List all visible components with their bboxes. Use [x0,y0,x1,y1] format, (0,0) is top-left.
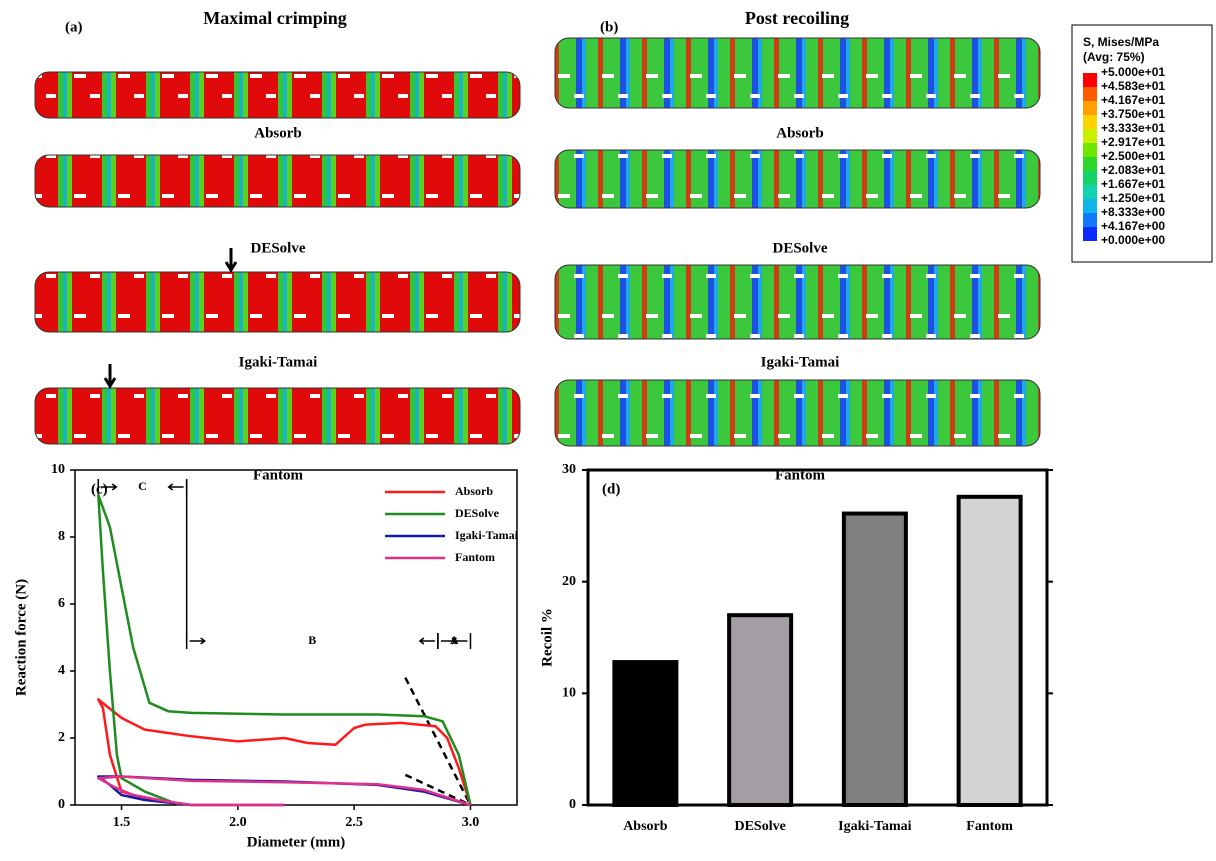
y-axis-label: Reaction force (N) [13,579,29,696]
colorbar-swatch [1083,227,1097,241]
colorbar-label: +2.083e+01 [1101,163,1165,177]
colorbar-swatch [1083,157,1097,171]
stent-label: Fantom [253,467,304,483]
stent-label: Igaki-Tamai [761,354,840,370]
colorbar-swatch [1083,199,1097,213]
stent-image [34,271,521,333]
bar [612,660,679,807]
colorbar-label: +0.000e+00 [1101,233,1165,247]
stent-image [34,387,521,445]
colorbar-swatch [1083,185,1097,199]
colorbar-swatch [1083,87,1097,101]
colorbar-label: +2.500e+01 [1101,149,1165,163]
x-tick-label: 1.5 [113,815,131,830]
colorbar-title: S, Mises/MPa [1083,35,1159,49]
stent-image [554,264,1041,340]
x-tick-label: Absorb [623,819,668,834]
region-label: B [308,633,316,647]
arrow [103,364,117,389]
y-tick-label: 6 [58,596,65,611]
colorbar-label: +2.917e+01 [1101,135,1165,149]
x-axis-label: Diameter (mm) [247,834,345,850]
stent-image [554,149,1041,209]
region-arrow [189,637,206,645]
region-arrow [418,637,435,645]
line-series [97,493,472,807]
legend-label: Absorb [455,484,493,498]
line-series [97,698,472,807]
stent-image [554,379,1041,447]
colorbar-swatch [1083,101,1097,115]
y-tick-label: 10 [51,462,65,477]
panel-label: (d) [602,481,620,497]
colorbar-swatch [1083,129,1097,143]
stent-image [34,71,521,119]
y-tick-label: 0 [569,797,576,812]
plot-frame [74,469,518,806]
stents [34,37,1041,447]
stent-label: Absorb [254,125,302,141]
region-arrow [101,483,118,491]
panel-title: Maximal crimping [203,8,346,28]
colorbar-label: +4.583e+01 [1101,79,1165,93]
panel-title: Post recoiling [745,8,849,28]
colorbar-label: +5.000e+01 [1101,65,1165,79]
x-tick-label: DESolve [734,819,785,834]
y-tick-label: 2 [58,730,65,745]
stent-image [34,154,521,208]
region-arrow [167,483,184,491]
colorbar-label: +4.167e+01 [1101,93,1165,107]
panel-label: (b) [600,19,618,35]
bar [841,511,908,807]
panel-label: (a) [65,19,83,35]
panel-label: (c) [91,481,108,497]
line-series [97,775,471,807]
colorbar-swatch [1083,213,1097,227]
y-tick-label: 8 [58,529,65,544]
reference-line [404,677,472,806]
colorbar-swatch [1083,115,1097,129]
x-tick-label: 2.5 [345,815,363,830]
legend-label: Fantom [455,550,495,564]
legend-label: Igaki-Tamai [455,528,519,542]
stent-image [554,37,1041,109]
x-tick-label: 3.0 [462,815,480,830]
y-tick-label: 0 [58,797,65,812]
y-axis-label: Recoil % [539,608,555,667]
y-tick-label: 20 [562,574,576,589]
legend-label: DESolve [455,506,500,520]
region-label: C [138,479,147,493]
bar [727,613,794,808]
y-tick-label: 30 [562,462,576,477]
colorbar-label: +1.667e+01 [1101,177,1165,191]
x-tick-label: Fantom [966,819,1013,834]
colorbar-label: +1.250e+01 [1101,191,1165,205]
colorbar-subtitle: (Avg: 75%) [1083,50,1145,64]
y-tick-label: 10 [562,686,576,701]
x-tick-label: 2.0 [229,815,247,830]
stent-label: DESolve [250,240,305,256]
line-series [97,775,471,807]
plot-frame [586,468,1049,807]
colorbar-label: +4.167e+00 [1101,219,1165,233]
colorbar-swatch [1083,73,1097,87]
x-tick-label: Igaki-Tamai [838,819,912,834]
colorbar-label: +3.333e+01 [1101,121,1165,135]
stent-label: Igaki-Tamai [239,354,318,370]
y-tick-label: 4 [58,663,65,678]
arrow [224,248,238,273]
bar [956,494,1023,807]
region-arrow [451,637,468,645]
colorbar-label: +8.333e+00 [1101,205,1165,219]
colorbar-swatch [1083,171,1097,185]
stent-label: Absorb [776,125,824,141]
colorbar-swatch [1083,143,1097,157]
stent-label: DESolve [772,240,827,256]
colorbar-label: +3.750e+01 [1101,107,1165,121]
